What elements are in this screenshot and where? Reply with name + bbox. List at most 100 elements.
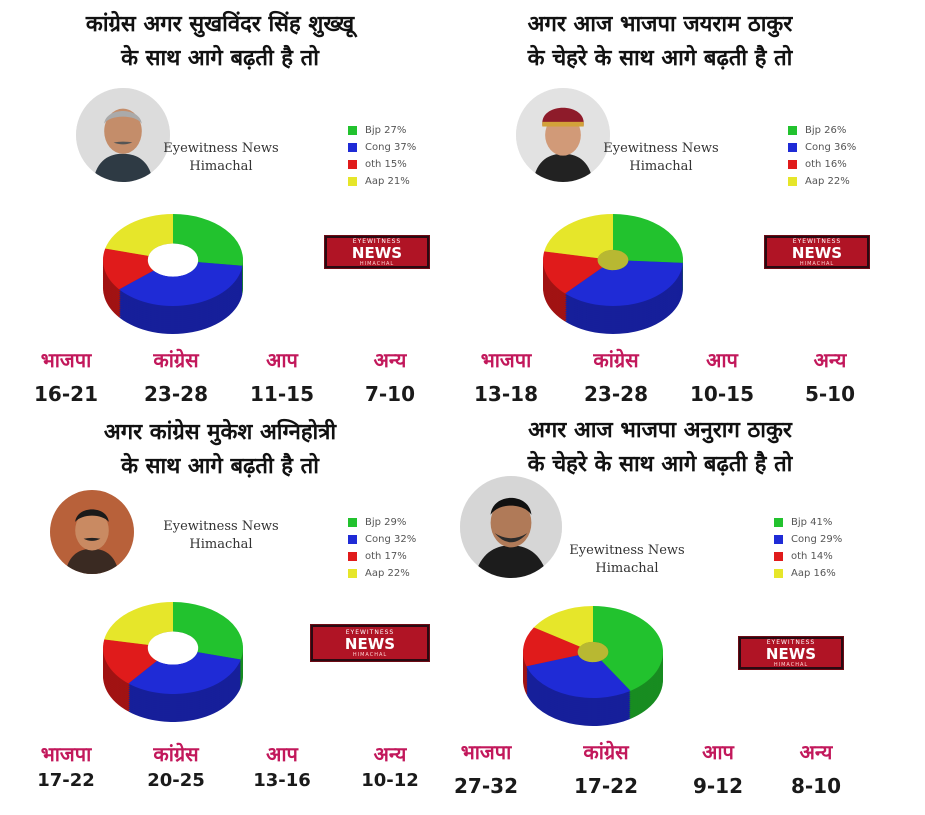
legend-swatch [788, 160, 797, 169]
seat-range-bjp: 17-22 [37, 770, 95, 791]
legend-item-oth: oth 17% [348, 548, 416, 565]
donut-hole [577, 641, 609, 663]
legend-label: Aap 21% [365, 176, 410, 187]
watermark-line-1: Eyewitness News [569, 543, 685, 558]
donut-hole [147, 243, 199, 277]
party-label-aap: आप [706, 348, 738, 372]
watermark-line-1: Eyewitness News [163, 519, 279, 534]
news-logo-main: NEWS [765, 644, 817, 663]
legend-item-oth: oth 14% [774, 548, 842, 565]
party-label-cong: कांग्रेस [153, 742, 199, 766]
party-label-others: अन्य [373, 742, 407, 766]
seat-range-bjp: 13-18 [474, 382, 538, 406]
legend-item-cong: Cong 36% [788, 139, 856, 156]
seat-range-cong: 23-28 [144, 382, 208, 406]
legend-item-bjp: Bjp 29% [348, 514, 416, 531]
news-logo-top: EYEWITNESS [345, 628, 395, 636]
slice-oth [103, 248, 154, 290]
legend-item-cong: Cong 29% [774, 531, 842, 548]
seat-range-aap: 9-12 [692, 774, 744, 798]
poll-panel-jairam: अगर आज भाजपा जयराम ठाकुर के चेहरे के साथ… [446, 6, 886, 406]
news-logo: EYEWITNESS NEWS HIMACHAL [324, 235, 430, 269]
slice-aap [105, 214, 173, 256]
party-label-cong: कांग्रेस [583, 740, 629, 764]
party-label-others: अन्य [373, 348, 407, 372]
headline-line-2: के साथ आगे बढ़ती है तो [121, 454, 319, 479]
legend-swatch [348, 143, 357, 152]
news-logo-top: EYEWITNESS [766, 638, 816, 646]
legend: Bjp 26% Cong 36% oth 16% Aap 22% [788, 122, 856, 190]
legend-swatch [774, 535, 783, 544]
legend-item-oth: oth 16% [788, 156, 856, 173]
headline-line-2: के साथ आगे बढ़ती है तो [121, 46, 319, 71]
news-logo: EYEWITNESS NEWS HIMACHAL [764, 235, 870, 269]
legend-label: Bjp 26% [805, 125, 847, 136]
legend-swatch [788, 126, 797, 135]
slice-aap [104, 602, 173, 645]
party-label-others: अन्य [799, 740, 833, 764]
poll-panel-anurag: अगर आज भाजपा अनुराग ठाकुर के चेहरे के सा… [446, 414, 886, 814]
legend-label: Cong 36% [805, 142, 857, 153]
slice-bjp [173, 214, 243, 266]
legend-item-bjp: Bjp 41% [774, 514, 842, 531]
legend: Bjp 27% Cong 37% oth 15% Aap 21% [348, 122, 416, 190]
legend-label: Cong 37% [365, 142, 417, 153]
party-label-cong: कांग्रेस [153, 348, 199, 372]
seat-range-others: 10-12 [361, 770, 419, 791]
panel-headline: अगर आज भाजपा जयराम ठाकुर के चेहरे के साथ… [450, 8, 870, 76]
legend: Bjp 41% Cong 29% oth 14% Aap 16% [774, 514, 842, 582]
legend: Bjp 29% Cong 32% oth 17% Aap 22% [348, 514, 416, 582]
legend-label: Aap 22% [805, 176, 850, 187]
news-logo-main: NEWS [344, 634, 396, 653]
party-label-aap: आप [266, 348, 298, 372]
legend-item-aap: Aap 16% [774, 565, 842, 582]
headline-line-1: अगर आज भाजपा जयराम ठाकुर [527, 12, 793, 37]
legend-label: Aap 22% [365, 568, 410, 579]
seat-range-others: 5-10 [804, 382, 856, 406]
party-label-cong: कांग्रेस [593, 348, 639, 372]
watermark-line-2: Himachal [595, 561, 659, 576]
party-label-aap: आप [702, 740, 734, 764]
party-label-aap: आप [266, 742, 298, 766]
party-label-bjp: भाजपा [40, 742, 92, 766]
legend-swatch [348, 535, 357, 544]
headline-line-2: के चेहरे के साथ आगे बढ़ती है तो [527, 46, 793, 71]
legend-swatch [348, 177, 357, 186]
news-logo-sub: HIMACHAL [773, 661, 809, 668]
slice-bjp [613, 214, 683, 263]
seat-range-bjp: 27-32 [454, 774, 518, 798]
watermark-line-1: Eyewitness News [603, 141, 719, 156]
headline-line-1: अगर कांग्रेस मुकेश अग्निहोत्री [103, 420, 337, 445]
watermark-line-2: Himachal [189, 159, 253, 174]
seat-range-aap: 13-16 [253, 770, 311, 791]
legend-item-aap: Aap 21% [348, 173, 416, 190]
panel-headline: अगर आज भाजपा अनुराग ठाकुर के चेहरे के सा… [450, 414, 870, 482]
legend-label: oth 15% [365, 159, 407, 170]
seat-range-bjp: 16-21 [34, 382, 98, 406]
party-label-bjp: भाजपा [480, 348, 532, 372]
seat-range-cong: 17-22 [574, 774, 638, 798]
news-logo-sub: HIMACHAL [359, 260, 395, 267]
slice-cong [128, 652, 241, 694]
legend-item-aap: Aap 22% [788, 173, 856, 190]
party-label-bjp: भाजपा [40, 348, 92, 372]
legend-swatch [348, 569, 357, 578]
seat-range-others: 8-10 [790, 774, 842, 798]
watermark: Eyewitness News Himachal [146, 518, 296, 554]
watermark: Eyewitness News Himachal [552, 542, 702, 578]
news-logo-top: EYEWITNESS [352, 237, 402, 245]
legend-swatch [788, 143, 797, 152]
avatar [76, 88, 170, 182]
news-logo: EYEWITNESS NEWS HIMACHAL [310, 624, 430, 662]
legend-label: Bjp 27% [365, 125, 407, 136]
legend-label: Cong 32% [365, 534, 417, 545]
legend-label: Cong 29% [791, 534, 843, 545]
slice-oth [523, 627, 580, 667]
slice-oth [543, 251, 603, 294]
seat-range-aap: 11-15 [250, 382, 314, 406]
watermark-line-1: Eyewitness News [163, 141, 279, 156]
donut-hole [147, 631, 199, 665]
poll-panel-agnihotri: अगर कांग्रेस मुकेश अग्निहोत्री के साथ आग… [6, 414, 446, 814]
legend-item-cong: Cong 32% [348, 531, 416, 548]
donut-chart [543, 214, 683, 334]
